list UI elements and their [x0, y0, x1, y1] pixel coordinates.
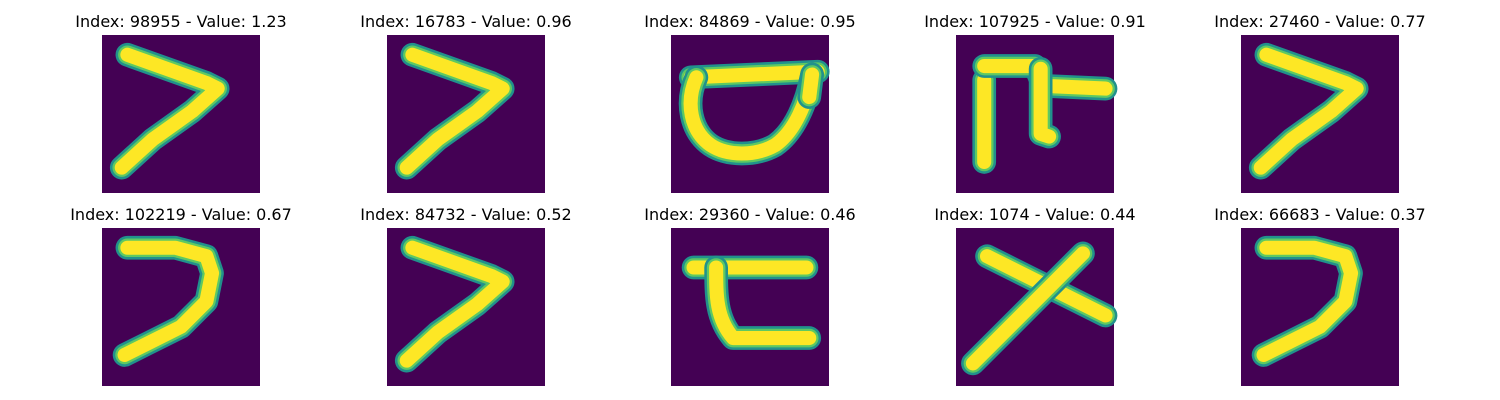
glyph-strokes [1248, 42, 1369, 180]
glyph-strokes [678, 59, 830, 166]
glyph-strokes [1251, 235, 1363, 367]
panel-title: Index: 107925 - Value: 0.91 [924, 12, 1146, 31]
panel-title: Index: 84732 - Value: 0.52 [360, 205, 571, 224]
image-panel: Index: 102219 - Value: 0.67 [70, 205, 292, 386]
glyph-stroke-core [1033, 61, 1057, 144]
glyph-stroke-core [965, 246, 1091, 371]
panel-title: Index: 84869 - Value: 0.95 [644, 12, 855, 31]
image-background [671, 228, 829, 386]
image-panel: Index: 98955 - Value: 1.23 [75, 12, 287, 193]
image-panel: Index: 27460 - Value: 0.77 [1214, 12, 1426, 193]
panel-title: Index: 29360 - Value: 0.46 [644, 205, 855, 224]
panel-title: Index: 16783 - Value: 0.96 [360, 12, 571, 31]
panel-title: Index: 66683 - Value: 0.37 [1214, 205, 1425, 224]
image-panel: Index: 29360 - Value: 0.46 [644, 205, 856, 386]
glyph-stroke-core [399, 240, 510, 368]
image-panel: Index: 66683 - Value: 0.37 [1214, 205, 1426, 386]
glyph-stroke-core [709, 260, 817, 346]
glyph-strokes [112, 235, 224, 367]
image-panel: Index: 107925 - Value: 0.91 [924, 12, 1146, 193]
panel-title: Index: 1074 - Value: 0.44 [934, 205, 1135, 224]
image-panel: Index: 16783 - Value: 0.96 [360, 12, 572, 193]
image-panel: Index: 84869 - Value: 0.95 [644, 12, 856, 193]
glyph-stroke-core [1253, 47, 1364, 175]
glyph-stroke-core [117, 240, 220, 363]
panel-title: Index: 102219 - Value: 0.67 [70, 205, 292, 224]
glyph-strokes [972, 54, 1118, 174]
glyph-strokes [681, 255, 822, 350]
glyph-stroke-core [114, 47, 225, 175]
glyph-strokes [394, 42, 515, 180]
image-panel: Index: 84732 - Value: 0.52 [360, 205, 572, 386]
panel-title: Index: 27460 - Value: 0.77 [1214, 12, 1425, 31]
glyph-strokes [394, 235, 515, 373]
glyph-stroke-core [399, 47, 510, 175]
glyph-strokes [109, 42, 230, 180]
glyph-strokes [961, 241, 1118, 376]
glyph-stroke-core [1256, 240, 1359, 363]
glyph-stroke-core [683, 67, 820, 161]
image-panel: Index: 1074 - Value: 0.44 [934, 205, 1136, 386]
glyph-stroke-core [802, 67, 820, 105]
panel-title: Index: 98955 - Value: 1.23 [75, 12, 286, 31]
glyph-stroke-core [683, 64, 825, 85]
